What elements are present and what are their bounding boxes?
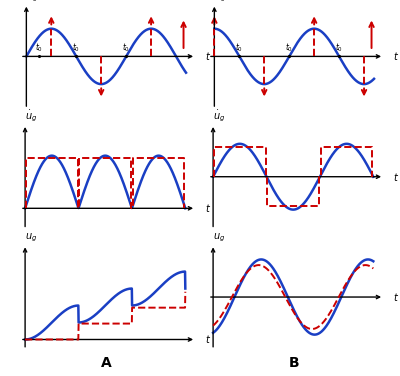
- Text: $t_0$: $t_0$: [35, 42, 43, 54]
- Text: $t_0$: $t_0$: [122, 42, 130, 54]
- Text: $t_0$: $t_0$: [335, 42, 343, 54]
- Text: $t$: $t$: [205, 50, 211, 62]
- Text: $t$: $t$: [205, 334, 211, 346]
- Text: $t_0$: $t_0$: [235, 42, 243, 54]
- Text: B: B: [289, 356, 299, 370]
- Text: $u_g$: $u_g$: [25, 232, 37, 244]
- Text: $\ddot{u}_g$: $\ddot{u}_g$: [26, 0, 39, 4]
- Text: $t$: $t$: [393, 171, 399, 183]
- Text: $\ddot{u}_g$: $\ddot{u}_g$: [214, 0, 227, 4]
- Text: $t_0$: $t_0$: [72, 42, 80, 54]
- Text: $t$: $t$: [393, 50, 399, 62]
- Text: $t_0$: $t_0$: [285, 42, 293, 54]
- Text: $\dot{u}_g$: $\dot{u}_g$: [25, 109, 38, 124]
- Text: $u_g$: $u_g$: [213, 232, 225, 244]
- Text: $t$: $t$: [393, 291, 399, 303]
- Text: $t$: $t$: [205, 202, 211, 214]
- Text: $\dot{u}_g$: $\dot{u}_g$: [213, 109, 226, 124]
- Text: A: A: [101, 356, 111, 370]
